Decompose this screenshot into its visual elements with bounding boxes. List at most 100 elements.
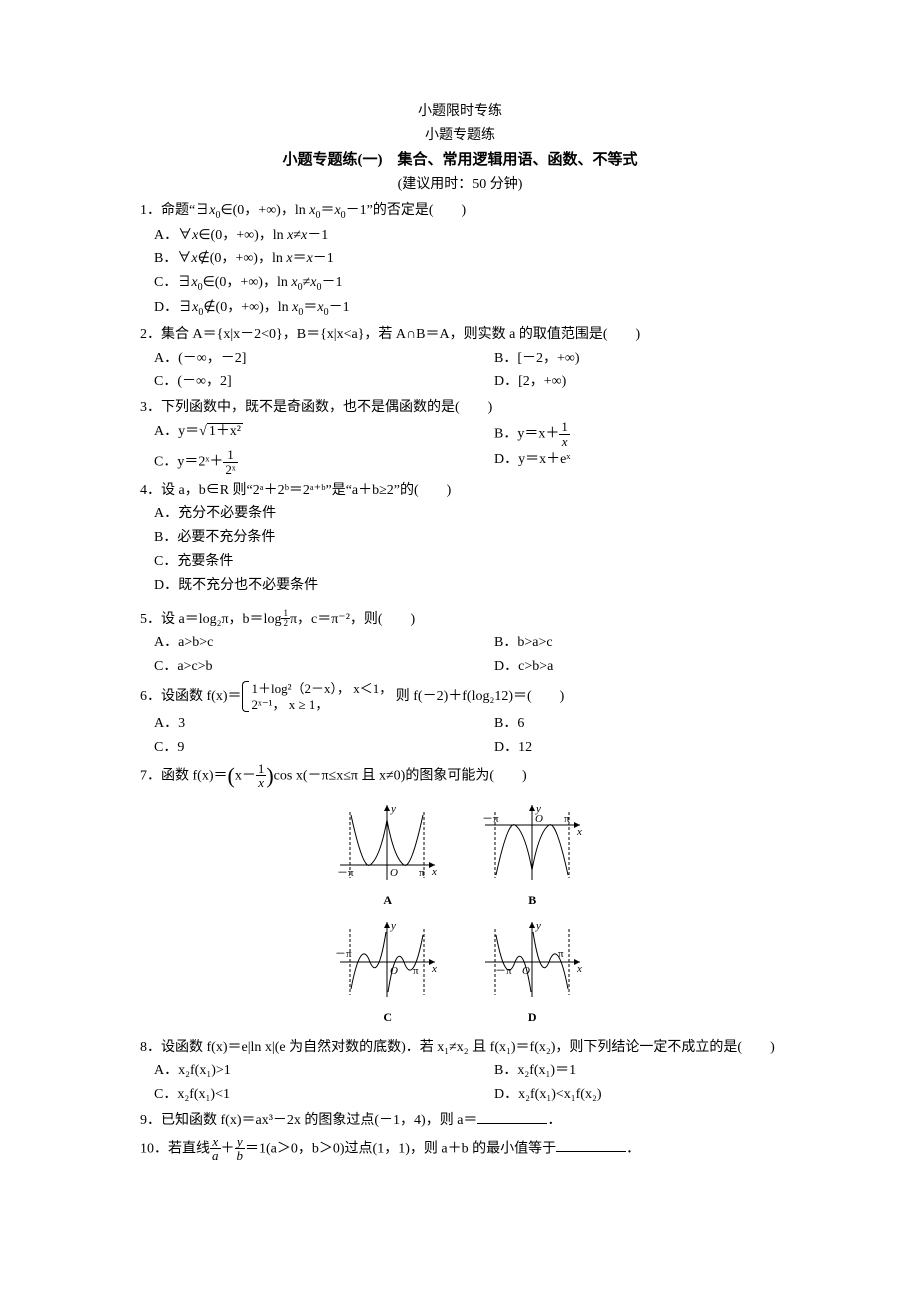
q6-optA: A．3 — [154, 712, 454, 736]
q9-stem-post: ． — [547, 1113, 561, 1128]
q7: 7．函数 f(x)＝(x－1x)cos x(－π≤x≤π 且 x≠0)的图象可能… — [140, 762, 780, 790]
q9-stem-pre: 9．已知函数 f(x)＝ax³－2x 的图象过点(－1，4)，则 a＝ — [140, 1113, 477, 1128]
q5-sub-den: 2 — [281, 619, 290, 628]
q6-stem-pre: 6．设函数 f(x)＝ — [140, 689, 242, 704]
q4-optC: C．充要条件 — [140, 550, 780, 574]
q2-optB: B．[－2，+∞) — [454, 347, 794, 371]
q8-stem: 8．设函数 f(x)＝e|ln x|(e 为自然对数的底数)．若 x₁≠x₂ 且… — [140, 1036, 780, 1060]
header-line2: 小题专题练 — [140, 124, 780, 148]
q6-optB: B．6 — [454, 712, 794, 736]
svg-text:y: y — [535, 920, 541, 932]
q10-stem-pre: 10．若直线 — [140, 1141, 210, 1156]
q1-stem-pre: 1．命题“∃ — [140, 203, 209, 218]
q5: 5．设 a＝log₂π，b＝log12π，c＝π⁻²，则( ) — [140, 608, 780, 632]
q7-mid-den: x — [256, 776, 267, 790]
q5-optB: B．b>a>c — [454, 631, 794, 655]
q1-optA: A．∀x∈(0，+∞)，ln x≠x－1 — [140, 224, 780, 248]
q1-A-mid: ∈(0，+∞)，ln — [198, 228, 287, 243]
q6-optD: D．12 — [454, 736, 794, 760]
q7-labelD: D — [528, 1010, 537, 1024]
svg-text:O: O — [535, 813, 543, 825]
q3-A-rad: 1＋x² — [207, 423, 243, 439]
svg-text:π: π — [413, 965, 419, 977]
q3-C-den: 2ˣ — [223, 463, 237, 477]
q1-A-mid2: ≠ — [293, 228, 301, 243]
q2-optC: C．(－∞，2] — [154, 370, 454, 394]
axis-x-label: x — [431, 866, 437, 878]
q8-optB: B．x₂f(x₁)＝1 — [454, 1059, 794, 1083]
q10-t1-den: a — [210, 1149, 221, 1163]
q3-optC: C．y＝2ˣ＋12ˣ — [154, 448, 454, 476]
q3-stem: 3．下列函数中，既不是奇函数，也不是偶函数的是( ) — [140, 396, 780, 420]
q2-optD: D．[2，+∞) — [454, 370, 794, 394]
q1-D-end: －1 — [329, 300, 350, 315]
time-note: (建议用时：50 分钟) — [140, 173, 780, 197]
q7-graph-A-top: y x O －π π — [335, 800, 440, 885]
q1-stem-end: －1”的否定是( ) — [346, 203, 467, 218]
q8-optD: D．x₂f(x₁)<x₁f(x₂) — [454, 1083, 794, 1107]
q5-optC: C．a>c>b — [154, 655, 454, 679]
svg-text:O: O — [390, 965, 398, 977]
q1-B-mid: ∉(0，+∞)，ln — [198, 251, 287, 266]
q1-stem-mid: ∈(0，+∞)，ln — [220, 203, 309, 218]
q6-optC: C．9 — [154, 736, 454, 760]
q10-stem-mid: ＝1(a＞0，b＞0)过点(1，1)，则 a＋b 的最小值等于 — [245, 1141, 556, 1156]
page-title: 小题专题练(一) 集合、常用逻辑用语、函数、不等式 — [140, 148, 780, 174]
q7-graphs: y x O －π π y x O －π π A B y x O －π π — [140, 796, 780, 1030]
q4-optA: A．充分不必要条件 — [140, 502, 780, 526]
q7-mid-num: 1 — [256, 762, 267, 777]
q1-stem-mid2: ＝ — [320, 203, 334, 218]
svg-text:π: π — [558, 948, 564, 960]
q2-stem: 2．集合 A＝{x|x－2<0}，B＝{x|x<a}，若 A∩B＝A，则实数 a… — [140, 323, 780, 347]
q10: 10．若直线xa＋yb＝1(a＞0，b＞0)过点(1，1)，则 a＋b 的最小值… — [140, 1135, 780, 1163]
q3-optA: A．y＝ 1＋x² — [154, 420, 454, 448]
q5-stem-post: π，c＝π⁻²，则( ) — [290, 612, 415, 627]
q8-optC: C．x₂f(x₁)<1 — [154, 1083, 454, 1107]
q7-mid-pre: x－ — [235, 768, 256, 783]
q7-labelA: A — [383, 893, 392, 907]
q1-A-pre: A．∀ — [154, 228, 192, 243]
q10-stem-post: ． — [626, 1141, 640, 1156]
q1-D-mid: ∉(0，+∞)，ln — [203, 300, 292, 315]
q7-graph-B-top: y x O －π π — [480, 800, 585, 885]
pos-pi-label: π — [419, 867, 425, 879]
q3-B-den: x — [559, 435, 570, 449]
svg-text:－π: －π — [482, 813, 499, 825]
q9: 9．已知函数 f(x)＝ax³－2x 的图象过点(－1，4)，则 a＝ ． — [140, 1109, 780, 1133]
q7-graph-C: y x O －π π — [335, 917, 440, 1002]
axis-y-label: y — [390, 803, 396, 815]
q3-C-num: 1 — [223, 448, 237, 463]
q10-plus: ＋ — [221, 1141, 235, 1156]
q1-optC: C．∃x0∈(0，+∞)，ln x0≠x0－1 — [140, 271, 780, 296]
svg-text:－π: －π — [335, 948, 352, 960]
q1-B-end: －1 — [313, 251, 334, 266]
header-line1: 小题限时专练 — [140, 100, 780, 124]
q1-optD: D．∃x0∉(0，+∞)，ln x0＝x0－1 — [140, 296, 780, 321]
q1-C-end: －1 — [321, 275, 342, 290]
q1: 1．命题“∃x0∈(0，+∞)，ln x0＝x0－1”的否定是( ) — [140, 199, 780, 224]
q1-B-pre: B．∀ — [154, 251, 191, 266]
q5-optA: A．a>b>c — [154, 631, 454, 655]
q6-stem-post: 则 f(－2)＋f(log₂12)＝( ) — [392, 689, 564, 704]
q5-optD: D．c>b>a — [454, 655, 794, 679]
q1-B-mid2: ＝ — [293, 251, 307, 266]
q1-C-mid: ∈(0，+∞)，ln — [203, 275, 292, 290]
q10-t1-num: x — [210, 1135, 221, 1150]
q3-A-pre: A．y＝ — [154, 424, 199, 439]
q1-optB: B．∀x∉(0，+∞)，ln x＝x－1 — [140, 247, 780, 271]
q6: 6．设函数 f(x)＝1＋log²（2－x）， x＜1，2ˣ⁻¹， x ≥ 1，… — [140, 681, 780, 712]
q7-stem-pre: 7．函数 f(x)＝ — [140, 768, 228, 783]
q8-optA: A．x₂f(x₁)>1 — [154, 1059, 454, 1083]
q10-t2-num: y — [235, 1135, 246, 1150]
q1-A-end: －1 — [307, 228, 328, 243]
q6-case2: 2ˣ⁻¹， x ≥ 1， — [252, 697, 393, 713]
q3-C-pre: C．y＝2ˣ＋ — [154, 455, 223, 470]
svg-text:x: x — [576, 963, 582, 975]
svg-text:O: O — [522, 965, 530, 977]
svg-text:y: y — [390, 920, 396, 932]
svg-text:x: x — [431, 963, 437, 975]
q4-optD: D．既不充分也不必要条件 — [140, 574, 780, 598]
svg-text:－π: －π — [495, 965, 512, 977]
q4-optB: B．必要不充分条件 — [140, 526, 780, 550]
q7-labelB: B — [528, 893, 536, 907]
